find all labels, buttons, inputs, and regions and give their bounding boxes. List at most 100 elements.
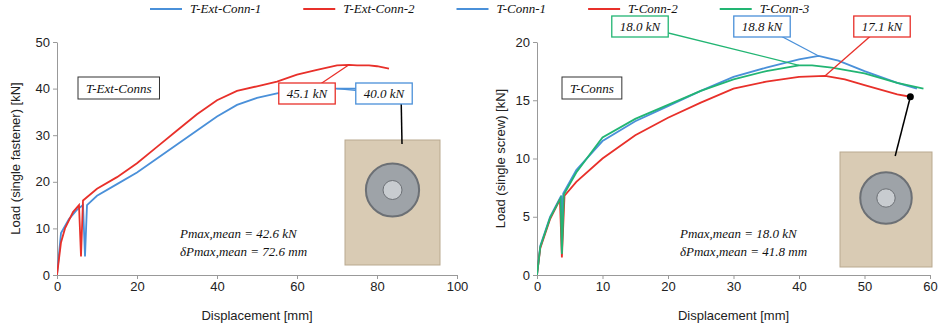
callout: 18.8 kN — [734, 16, 819, 56]
callout-text: 40.0 kN — [364, 86, 406, 101]
tick-mark — [53, 275, 57, 276]
panel-label: T-Ext-Conns — [86, 81, 151, 96]
callout-box — [734, 16, 790, 37]
axis-line — [57, 43, 58, 276]
y-axis: 01020304050 — [36, 35, 58, 283]
legend-swatch — [303, 8, 335, 10]
tick-mark — [53, 182, 57, 183]
tick: 40 — [36, 81, 57, 96]
tick-label: 100 — [447, 279, 469, 294]
legend-label: T-Conn-1 — [497, 1, 547, 16]
y-axis-title: Load (single screw) [kN] — [493, 89, 508, 228]
plot-area — [537, 56, 923, 275]
callout: 40.0 kN — [337, 83, 412, 104]
panel: 010203040506005101520Displacement [mm]Lo… — [493, 16, 938, 323]
photo-leader-dot — [907, 93, 914, 100]
tick-label: 10 — [596, 279, 610, 294]
tick-label: 10 — [516, 151, 530, 166]
legend: T-Ext-Conn-1 T-Ext-Conn-2 T-Conn-1 T-Conn-2… — [150, 1, 810, 16]
tick-label: 20 — [36, 174, 50, 189]
x-axis-title: Displacement [mm] — [678, 308, 789, 323]
tick: 0 — [54, 275, 61, 294]
panel-label-box — [562, 77, 622, 99]
panel-label-group: T-Ext-Conns — [78, 77, 159, 99]
tick: 10 — [36, 221, 57, 236]
callout-box — [356, 83, 412, 104]
callout-text: 17.1 kN — [862, 19, 904, 34]
tick-label: 0 — [43, 268, 50, 283]
x-axis: 020406080100 — [54, 275, 468, 294]
tick-label: 30 — [727, 279, 741, 294]
photo-bolt — [383, 181, 402, 200]
tick-label: 40 — [36, 81, 50, 96]
legend-label: T-Conn-3 — [760, 1, 810, 16]
tick: 80 — [370, 275, 384, 294]
summary-text: Pmax,mean = 42.6 kN — [179, 226, 298, 241]
x-axis: 0 10 20 30 40 50 60 — [534, 275, 938, 294]
legend-label: T-Ext-Conn-2 — [343, 1, 415, 16]
tick-label: 50 — [36, 35, 50, 50]
series-line — [537, 76, 910, 275]
tick: 10 — [516, 151, 537, 166]
tick-label: 10 — [36, 221, 50, 236]
axis-line — [58, 275, 458, 276]
tick-label: 40 — [792, 279, 806, 294]
tick: 60 — [923, 275, 937, 294]
legend-label: T-Conn-2 — [628, 1, 678, 16]
photo-background — [345, 140, 440, 265]
panel-label-box — [78, 77, 159, 99]
legend-swatch — [720, 8, 752, 10]
legend-item: T-Conn-1 — [457, 1, 547, 16]
callout: 45.1 kN — [279, 65, 349, 104]
series-line — [537, 65, 923, 275]
tick: 5 — [523, 209, 537, 224]
tick-label: 0 — [534, 279, 541, 294]
tick-mark — [53, 89, 57, 90]
tick: 20 — [36, 174, 57, 189]
tick-mark — [533, 275, 537, 276]
tick-label: 50 — [858, 279, 872, 294]
tick: 40 — [210, 275, 224, 294]
legend-swatch — [150, 8, 182, 10]
legend-item: T-Conn-3 — [720, 1, 810, 16]
callout: 17.1 kN — [825, 16, 910, 76]
legend-item: T-Conn-2 — [588, 1, 678, 16]
photo-inset — [840, 152, 932, 267]
photo-washer — [366, 163, 419, 216]
tick: 20 — [661, 275, 675, 294]
tick-mark — [533, 100, 537, 101]
tick: 30 — [727, 275, 741, 294]
legend-swatch — [457, 8, 489, 10]
chart-root: 02040608010001020304050Displacement [mm]… — [0, 0, 944, 330]
tick-label: 5 — [523, 209, 530, 224]
tick: 0 — [534, 275, 541, 294]
tick: 0 — [523, 268, 537, 283]
photo-bolt — [877, 189, 895, 207]
tick-label: 40 — [210, 279, 224, 294]
legend-item: T-Ext-Conn-2 — [303, 1, 415, 16]
summary-text: δPmax,mean = 72.6 mm — [180, 244, 307, 259]
y-axis: 0 5 10 15 20 — [516, 35, 538, 283]
tick-label: 0 — [523, 268, 530, 283]
tick: 20 — [516, 35, 537, 50]
photo-background — [840, 152, 932, 267]
tick-mark — [533, 217, 537, 218]
panel: 02040608010001020304050Displacement [mm]… — [8, 35, 468, 323]
photo-inset — [345, 140, 440, 265]
tick: 15 — [516, 93, 537, 108]
legend-label: T-Ext-Conn-1 — [190, 1, 261, 16]
callout-text: 45.1 kN — [287, 86, 329, 101]
tick-label: 20 — [516, 35, 530, 50]
panel-label: T-Conns — [570, 81, 614, 96]
tick: 0 — [43, 268, 57, 283]
callout-box — [279, 83, 335, 104]
tick-mark — [533, 159, 537, 160]
tick-label: 15 — [516, 93, 530, 108]
series-line — [57, 65, 389, 275]
tick: 40 — [792, 275, 806, 294]
tick-mark — [53, 228, 57, 229]
tick: 100 — [447, 275, 469, 294]
tick: 50 — [36, 35, 57, 50]
tick-label: 0 — [54, 279, 61, 294]
tick: 50 — [858, 275, 872, 294]
